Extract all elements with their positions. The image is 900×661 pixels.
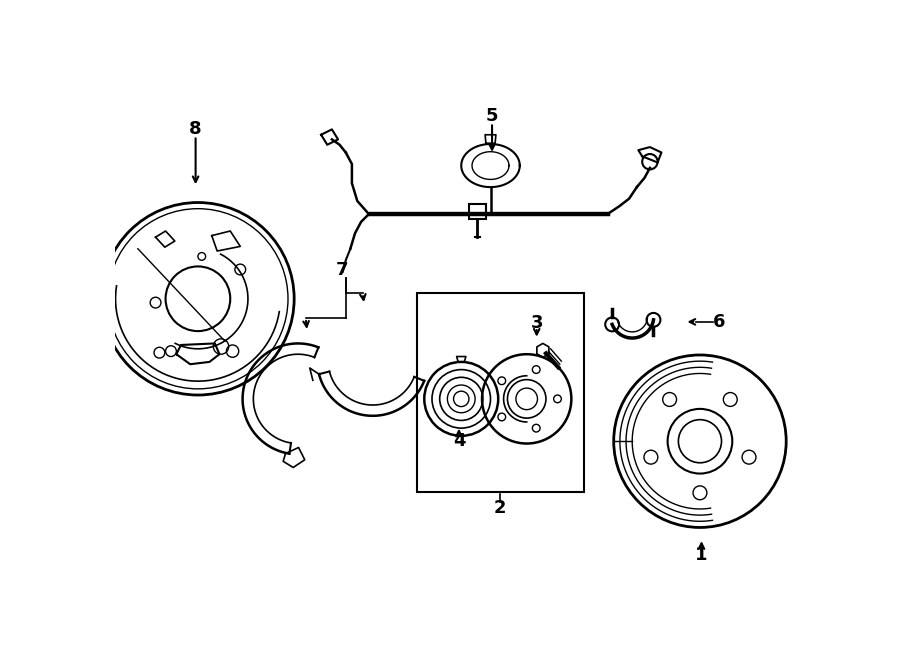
Text: 8: 8 [189,120,202,138]
Bar [417,293,584,492]
Text: 2: 2 [493,499,506,517]
Text: 3: 3 [530,313,543,332]
Text: 7: 7 [336,261,348,280]
Text: 6: 6 [713,313,725,331]
Text: 4: 4 [453,432,465,450]
Circle shape [102,202,294,395]
Text: 5: 5 [486,107,499,126]
Bar [469,204,486,219]
Text: 1: 1 [695,546,707,564]
